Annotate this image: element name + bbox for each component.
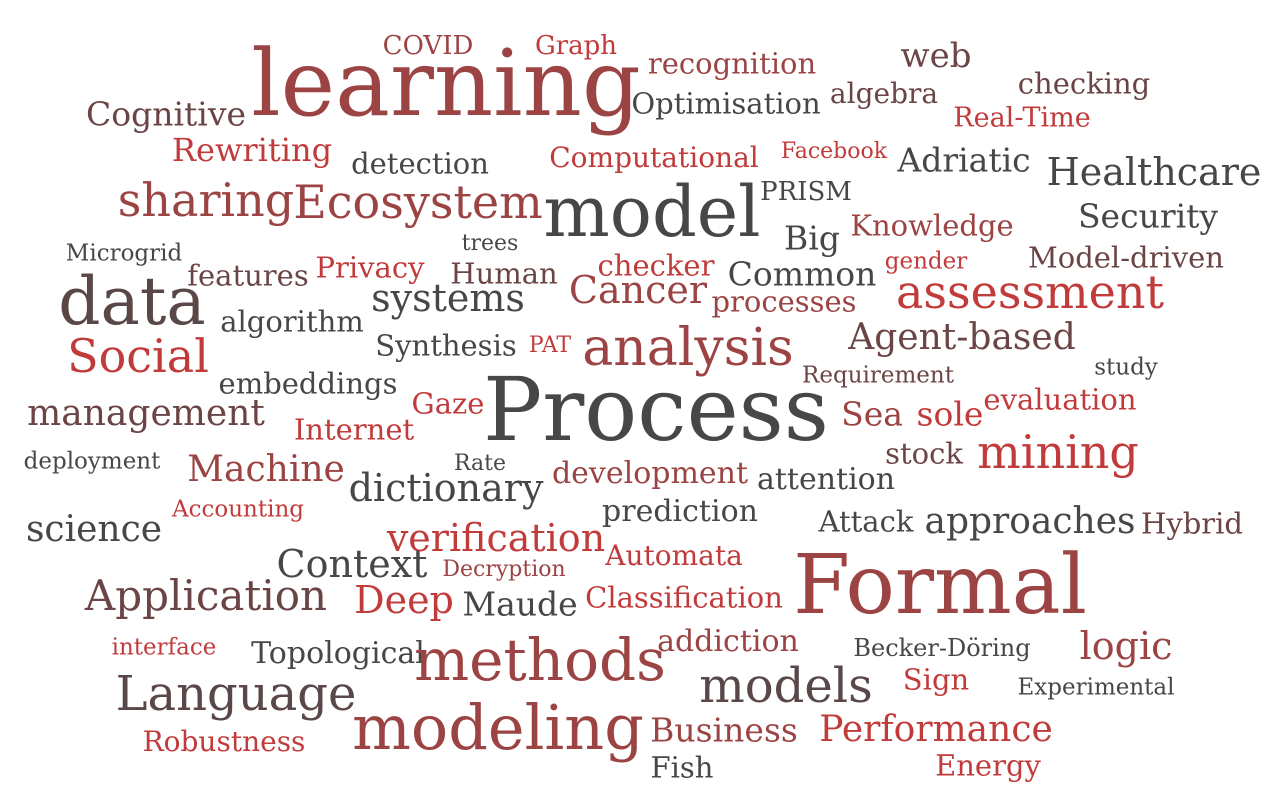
word-sole: sole [916, 394, 984, 434]
word-stock: stock [885, 436, 963, 471]
word-becker-doring: Becker-Döring [853, 634, 1031, 662]
word-business: Business [650, 710, 798, 750]
word-performance: Performance [819, 709, 1053, 750]
word-human: Human [450, 256, 558, 291]
word-application: Application [84, 571, 328, 620]
word-process: Process [483, 358, 829, 461]
word-processes: processes [711, 284, 857, 319]
word-internet: Internet [293, 412, 415, 447]
word-hybrid: Hybrid [1141, 506, 1243, 541]
word-assessment: assessment [895, 265, 1165, 319]
word-rewriting: Rewriting [171, 131, 333, 169]
word-management: management [27, 393, 265, 434]
word-addiction: addiction [657, 624, 799, 659]
word-big: Big [784, 218, 840, 258]
word-mining: mining [977, 425, 1139, 479]
word-requirement: Requirement [802, 362, 954, 389]
word-evaluation: evaluation [983, 382, 1137, 417]
word-security: Security [1077, 196, 1219, 236]
word-approaches: approaches [924, 501, 1136, 542]
word-cognitive: Cognitive [85, 94, 247, 134]
word-model-driven: Model-driven [1028, 240, 1224, 275]
word-context: Context [276, 542, 428, 586]
word-model: model [543, 171, 761, 253]
word-prism: PRISM [760, 177, 852, 207]
word-detection: detection [351, 146, 489, 181]
word-logic: logic [1079, 624, 1173, 668]
word-ecosystem: Ecosystem [293, 175, 543, 229]
word-pat: PAT [528, 333, 572, 358]
word-prediction: prediction [602, 494, 758, 529]
word-machine: Machine [187, 449, 345, 490]
word-cancer: Cancer [568, 268, 708, 312]
word-energy: Energy [935, 748, 1041, 783]
word-deployment: deployment [23, 448, 161, 475]
word-data: data [58, 263, 206, 340]
word-maude: Maude [462, 584, 578, 624]
word-attention: attention [756, 462, 896, 497]
word-agent-based: Agent-based [848, 317, 1076, 358]
word-automata: Automata [605, 539, 743, 572]
word-study: study [1094, 354, 1158, 381]
word-sign: Sign [902, 662, 970, 697]
word-classification: Classification [585, 580, 783, 615]
word-algorithm: algorithm [220, 304, 364, 339]
word-analysis: analysis [582, 318, 794, 378]
word-decryption: Decryption [442, 557, 566, 582]
word-verification: verification [386, 516, 606, 560]
word-development: development [551, 456, 749, 491]
word-features: features [187, 258, 309, 293]
word-models: models [699, 658, 873, 714]
word-computational: Computational [549, 141, 759, 174]
word-learning: learning [251, 30, 641, 137]
word-synthesis: Synthesis [375, 328, 517, 363]
word-checking: checking [1017, 66, 1151, 101]
word-sharing: sharing [117, 173, 295, 227]
word-covid: COVID [382, 31, 474, 61]
word-embeddings: embeddings [218, 366, 398, 401]
word-interface: interface [111, 634, 217, 661]
word-knowledge: Knowledge [850, 208, 1014, 243]
word-rate: Rate [453, 451, 507, 476]
word-modeling: modeling [352, 691, 644, 764]
word-gaze: Gaze [411, 386, 485, 421]
word-systems: systems [371, 276, 525, 320]
word-deep: Deep [354, 578, 454, 622]
word-algebra: algebra [829, 77, 939, 110]
word-optimisation: Optimisation [631, 86, 821, 121]
word-methods: methods [414, 626, 666, 694]
word-graph: Graph [534, 31, 618, 61]
word-sea: Sea [841, 394, 903, 434]
word-accounting: Accounting [172, 496, 304, 523]
word-trees: trees [461, 231, 519, 256]
word-gender: gender [884, 248, 968, 275]
word-science: science [25, 509, 163, 550]
word-social: Social [67, 329, 209, 383]
word-dictionary: dictionary [348, 466, 544, 510]
word-facebook: Facebook [780, 139, 888, 164]
word-topological: Topological [251, 636, 425, 671]
word-attack: Attack [818, 504, 914, 539]
word-formal: Formal [793, 538, 1087, 633]
word-adriatic: Adriatic [897, 140, 1031, 180]
word-robustness: Robustness [142, 725, 306, 758]
word-microgrid: Microgrid [65, 240, 183, 267]
word-checker: checker [597, 248, 715, 283]
word-web: web [900, 36, 972, 76]
word-recognition: recognition [647, 46, 817, 81]
word-experimental: Experimental [1017, 674, 1175, 701]
word-real-time: Real-Time [953, 102, 1091, 134]
word-language: Language [115, 666, 357, 722]
word-common: Common [727, 254, 877, 294]
word-fish: Fish [650, 750, 714, 785]
word-privacy: Privacy [315, 250, 425, 285]
word-healthcare: Healthcare [1046, 150, 1262, 194]
